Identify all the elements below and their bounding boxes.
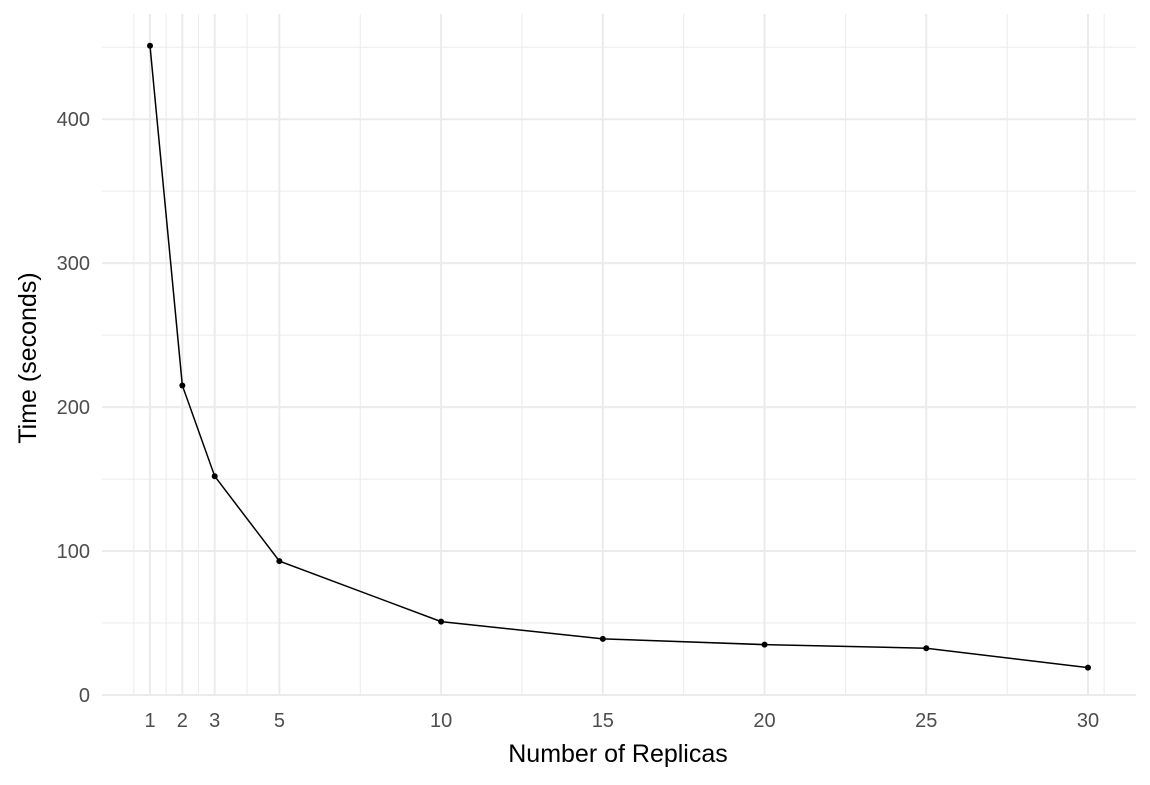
grid: [102, 14, 1136, 696]
data-point: [276, 558, 283, 565]
x-axis-title: Number of Replicas: [508, 740, 728, 768]
y-axis-ticks: 0 100 200 300 400: [57, 109, 90, 707]
data-point: [211, 473, 218, 480]
x-axis-ticks: 1 2 3 5 10 15 20 25 30: [144, 710, 1099, 732]
x-tick-label: 25: [915, 710, 937, 732]
series-layer: [147, 42, 1091, 671]
x-tick-label: 5: [274, 710, 285, 732]
data-point: [147, 42, 153, 49]
y-tick-label: 200: [57, 397, 90, 419]
y-tick-label: 300: [57, 253, 90, 275]
x-tick-label: 10: [430, 710, 452, 732]
data-point: [923, 645, 930, 652]
data-point: [438, 618, 445, 625]
y-axis-title: Time (seconds): [14, 272, 42, 443]
x-tick-label: 2: [177, 710, 188, 732]
y-tick-label: 400: [57, 109, 90, 131]
data-point: [599, 635, 606, 642]
x-tick-label: 1: [144, 710, 155, 732]
y-tick-label: 0: [79, 685, 90, 707]
data-point: [179, 382, 186, 389]
x-tick-label: 3: [209, 710, 220, 732]
y-tick-label: 100: [57, 541, 90, 563]
x-tick-label: 15: [592, 710, 614, 732]
data-point: [1085, 664, 1091, 671]
x-tick-label: 30: [1077, 710, 1099, 732]
data-point: [761, 641, 768, 648]
x-tick-label: 20: [753, 710, 775, 732]
